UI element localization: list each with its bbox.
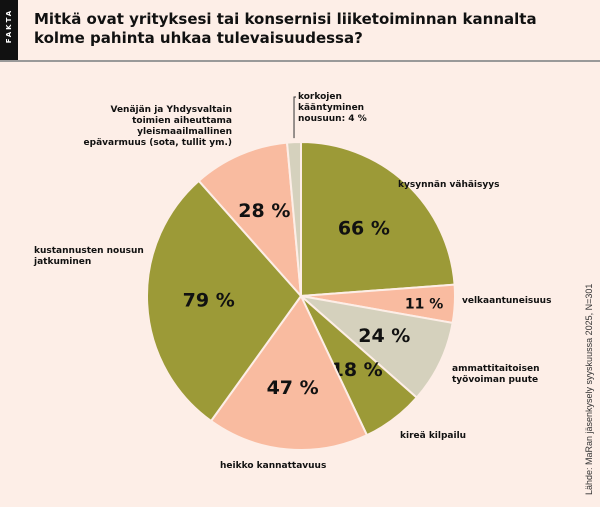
divider [0,60,600,62]
leader-line [293,96,296,139]
slice-value-label: 28 % [238,200,290,222]
pie-slice [197,141,303,299]
label-epavarmuus: Venäjän ja Yhdysvaltain toimien aiheutta… [83,105,232,148]
slice-value-label: 47 % [267,377,319,399]
label-kysynta: kysynnän vähäisyys [398,180,500,190]
label-kannattavuus: heikko kannattavuus [220,461,327,471]
slice-value-label: 24 % [358,325,410,347]
label-korot: korkojen kääntyminen nousuun: 4 % [298,92,367,124]
slice-value-label: 18 % [331,359,383,381]
slice-value-label: 79 % [183,290,235,312]
slice-value-label: 66 % [338,217,390,239]
label-velka: velkaantuneisuus [462,296,552,306]
fakta-tag: FAKTA [0,0,18,60]
slice-value-label: 11 % [405,296,443,312]
label-tyovoima: ammattitaitoisen työvoiman puute [452,364,540,385]
pie-slice [297,294,454,399]
chart-title: Mitkä ovat yrityksesi tai konsernisi lii… [34,10,537,47]
label-kilpailu: kireä kilpailu [400,431,467,441]
label-kustannukset: kustannusten nousun jatkuminen [34,246,144,267]
source-note: Lähde: MaRan jäsenkysely syyskuussa 2025… [584,283,594,495]
pie-slice [146,179,303,423]
pie-slice [300,140,456,298]
pie-slice [209,294,369,451]
pie-slice [285,140,302,297]
